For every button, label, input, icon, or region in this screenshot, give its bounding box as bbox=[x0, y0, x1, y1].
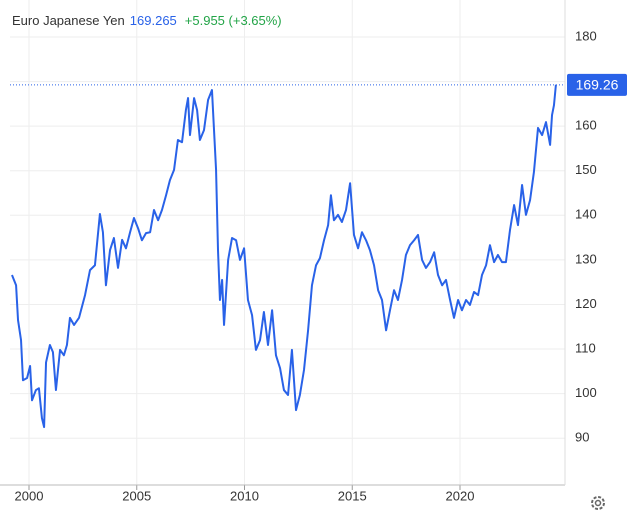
y-tick-label: 140 bbox=[575, 207, 597, 222]
gear-inner[interactable] bbox=[594, 499, 602, 507]
last-price-label: 169.26 bbox=[576, 77, 619, 93]
x-tick-label: 2005 bbox=[122, 488, 151, 503]
y-tick-label: 90 bbox=[575, 430, 589, 445]
price-line bbox=[11, 84, 557, 429]
settings-icon[interactable] bbox=[591, 496, 605, 510]
price: 169.265 bbox=[130, 13, 177, 28]
y-tick-label: 180 bbox=[575, 28, 597, 43]
grid bbox=[10, 0, 565, 485]
last-price-box bbox=[567, 73, 627, 96]
y-tick-label: 100 bbox=[575, 385, 597, 400]
change: +5.955 (+3.65%) bbox=[185, 13, 282, 28]
chart-header: Euro Japanese Yen 169.265 +5.955 (+3.65%) bbox=[12, 13, 282, 28]
y-tick-label: 110 bbox=[575, 340, 596, 355]
y-tick-label: 150 bbox=[575, 162, 597, 177]
y-tick-label: 160 bbox=[575, 118, 597, 133]
y-tick-label: 120 bbox=[575, 296, 597, 311]
x-tick-label: 2015 bbox=[338, 488, 367, 503]
y-tick-label: 130 bbox=[575, 251, 597, 266]
chart-title: Euro Japanese Yen bbox=[12, 13, 125, 28]
x-tick-label: 2000 bbox=[15, 488, 44, 503]
x-tick-label: 2010 bbox=[230, 488, 259, 503]
gear-outer[interactable] bbox=[591, 496, 605, 510]
x-tick-label: 2020 bbox=[446, 488, 475, 503]
